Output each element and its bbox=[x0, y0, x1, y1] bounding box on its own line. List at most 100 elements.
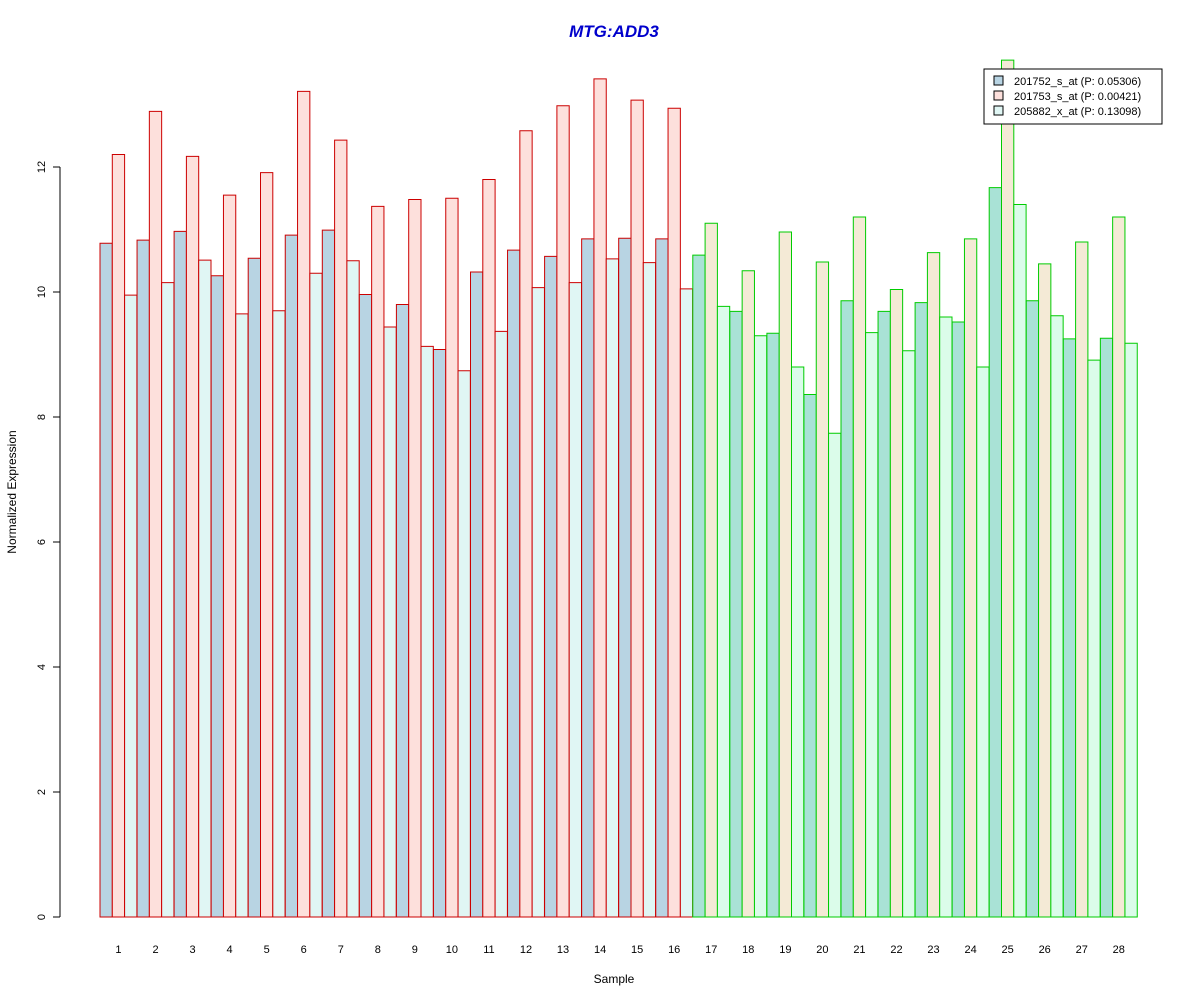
x-axis-ticks: 1 2 3 4 5 6 7 8 9 10 11 12 13 14 15 16 17 18 19 20 21 22 23 24 2… bbox=[115, 944, 1125, 956]
bar-sample-15-series-2 bbox=[630, 99, 644, 918]
x-tick-label: 15 bbox=[631, 944, 643, 956]
x-tick-label: 20 bbox=[816, 944, 828, 956]
bar-sample-16-series-1 bbox=[655, 238, 669, 918]
bar-sample-24-series-1 bbox=[951, 321, 965, 918]
x-tick-label: 17 bbox=[705, 944, 717, 956]
bar-sample-14-series-2 bbox=[593, 78, 607, 918]
y-tick-label: 0 bbox=[36, 914, 48, 920]
bar-sample-6-series-3 bbox=[309, 272, 323, 918]
x-tick-label: 19 bbox=[779, 944, 791, 956]
bar-sample-24-series-3 bbox=[976, 366, 990, 918]
x-tick-label: 16 bbox=[668, 944, 680, 956]
bar-sample-20-series-3 bbox=[828, 432, 842, 918]
bar-sample-22-series-1 bbox=[877, 310, 891, 918]
bar-sample-25-series-3 bbox=[1013, 204, 1027, 918]
bar-sample-12-series-2 bbox=[519, 130, 533, 918]
bar-sample-16-series-3 bbox=[679, 288, 694, 918]
bar-sample-27-series-3 bbox=[1087, 359, 1101, 918]
bar-sample-14-series-1 bbox=[581, 238, 595, 918]
bar-sample-5-series-1 bbox=[247, 257, 261, 918]
bar-sample-23-series-3 bbox=[939, 316, 953, 918]
bar-sample-9-series-2 bbox=[408, 199, 422, 918]
bar-sample-7-series-3 bbox=[346, 260, 360, 918]
legend-swatch bbox=[993, 75, 1004, 86]
bar-sample-27-series-1 bbox=[1062, 338, 1077, 918]
bar-sample-11-series-1 bbox=[470, 271, 484, 918]
y-tick-label: 6 bbox=[36, 539, 48, 545]
x-tick-label: 14 bbox=[594, 944, 606, 956]
bar-sample-4-series-1 bbox=[210, 275, 224, 918]
bar-sample-15-series-1 bbox=[618, 237, 632, 918]
x-tick-label: 10 bbox=[446, 944, 458, 956]
x-tick-label: 9 bbox=[412, 944, 418, 956]
bar-sample-20-series-2 bbox=[815, 261, 830, 918]
x-tick-label: 8 bbox=[375, 944, 381, 956]
bar-sample-14-series-3 bbox=[605, 258, 620, 918]
bar-sample-26-series-1 bbox=[1025, 300, 1040, 918]
x-tick-label: 18 bbox=[742, 944, 754, 956]
bar-sample-25-series-1 bbox=[988, 187, 1003, 918]
bar-sample-2-series-3 bbox=[161, 282, 175, 918]
x-tick-label: 27 bbox=[1076, 944, 1088, 956]
bar-sample-12-series-1 bbox=[507, 249, 521, 918]
bar-sample-18-series-2 bbox=[741, 270, 755, 918]
bar-sample-9-series-3 bbox=[420, 345, 434, 918]
x-tick-label: 5 bbox=[264, 944, 270, 956]
bars bbox=[99, 59, 1138, 918]
bar-sample-11-series-3 bbox=[494, 330, 508, 918]
bar-sample-18-series-1 bbox=[729, 310, 743, 918]
bar-sample-17-series-1 bbox=[692, 254, 706, 918]
legend-entry: 201753_s_at (P: 0.00421) bbox=[1014, 91, 1141, 103]
bar-sample-9-series-1 bbox=[395, 304, 410, 918]
y-tick-label: 2 bbox=[36, 789, 48, 795]
bar-sample-18-series-3 bbox=[753, 335, 768, 918]
bar-sample-28-series-1 bbox=[1099, 337, 1114, 918]
x-tick-label: 11 bbox=[483, 944, 494, 956]
x-tick-label: 22 bbox=[890, 944, 902, 956]
bar-sample-2-series-1 bbox=[136, 239, 150, 918]
bar-sample-28-series-3 bbox=[1124, 342, 1138, 918]
bar-sample-13-series-2 bbox=[556, 105, 570, 918]
bar-sample-25-series-2 bbox=[1001, 59, 1015, 918]
y-tick-label: 4 bbox=[36, 664, 48, 670]
bar-sample-20-series-1 bbox=[803, 394, 817, 918]
bar-sample-6-series-1 bbox=[284, 234, 299, 918]
bar-sample-12-series-3 bbox=[531, 287, 545, 918]
x-tick-label: 6 bbox=[301, 944, 307, 956]
bar-sample-17-series-3 bbox=[716, 305, 731, 918]
bar-sample-2-series-2 bbox=[148, 110, 163, 918]
bar-sample-16-series-2 bbox=[667, 107, 681, 918]
bar-sample-3-series-3 bbox=[198, 259, 212, 918]
x-tick-label: 21 bbox=[853, 944, 865, 956]
bar-sample-15-series-3 bbox=[642, 262, 657, 918]
bar-sample-28-series-2 bbox=[1112, 216, 1126, 918]
bar-sample-4-series-3 bbox=[235, 313, 249, 918]
bar-sample-4-series-2 bbox=[222, 194, 237, 918]
x-tick-label: 12 bbox=[520, 944, 532, 956]
bar-sample-13-series-3 bbox=[568, 282, 583, 918]
bar-sample-13-series-1 bbox=[544, 255, 558, 918]
bar-sample-26-series-3 bbox=[1050, 315, 1064, 918]
y-tick-label: 10 bbox=[36, 286, 48, 298]
x-tick-label: 25 bbox=[1002, 944, 1014, 956]
x-tick-label: 3 bbox=[189, 944, 195, 956]
bar-sample-10-series-3 bbox=[457, 370, 471, 918]
bar-sample-19-series-3 bbox=[791, 366, 805, 918]
bar-sample-1-series-2 bbox=[111, 154, 126, 918]
x-tick-label: 1 bbox=[115, 944, 121, 956]
x-tick-label: 26 bbox=[1039, 944, 1051, 956]
bar-sample-10-series-1 bbox=[432, 349, 447, 918]
y-axis: 0 2 4 6 8 10 12 bbox=[36, 161, 61, 920]
bar-sample-19-series-1 bbox=[766, 332, 780, 918]
x-tick-label: 7 bbox=[338, 944, 344, 956]
x-tick-label: 13 bbox=[557, 944, 569, 956]
bar-sample-8-series-1 bbox=[358, 294, 373, 918]
bar-sample-8-series-2 bbox=[371, 205, 385, 918]
bar-sample-19-series-2 bbox=[778, 231, 793, 918]
x-tick-label: 28 bbox=[1113, 944, 1125, 956]
legend-swatch bbox=[993, 90, 1004, 101]
bar-sample-5-series-2 bbox=[260, 172, 274, 918]
legend-box bbox=[983, 68, 1163, 125]
bar-sample-26-series-2 bbox=[1038, 263, 1052, 918]
